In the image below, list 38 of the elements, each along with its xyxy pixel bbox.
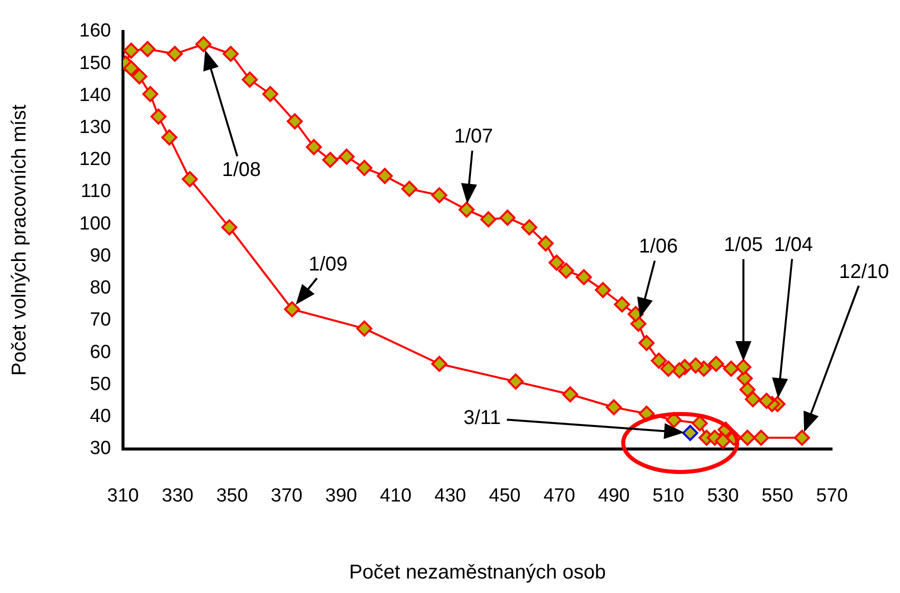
x-tick-label: 470 [543,486,576,507]
y-tick-label: 140 [79,84,111,106]
x-tick-label: 430 [434,486,466,507]
x-tick-label: 570 [816,486,848,507]
y-tick-label: 50 [90,374,111,395]
y-tick-label: 40 [90,406,111,428]
y-tick-label: 150 [79,52,111,74]
x-tick-label: 510 [652,486,684,507]
y-tick-label: 120 [79,149,111,170]
annotation: 1/05 [724,234,763,256]
x-tick-label: 330 [162,486,194,507]
x-tick-label: 390 [325,486,358,507]
text: 12/10 [838,260,890,283]
annotation: 3/11 [463,406,501,429]
y-tick-label: 160 [79,20,111,42]
y-tick-label: 130 [79,117,111,138]
y-tick-label: 80 [90,278,111,299]
x-axis-title: Počet nezaměstnaných osob [349,562,606,584]
annotation: 1/07 [454,126,494,148]
x-tick-label: 450 [488,486,521,507]
x-tick-label: 350 [216,486,248,507]
annotation: 1/06 [638,236,678,258]
y-tick-label: 100 [79,213,111,234]
x-tick-label: 550 [762,486,794,507]
y-axis-title: Počet volných pracovních míst [8,104,31,376]
annotation: 1/04 [774,234,813,256]
y-tick-label: 30 [90,438,111,460]
y-tick-label: 110 [80,181,111,202]
annotation: 1/08 [222,159,261,182]
y-tick-label: 90 [90,245,111,266]
y-tick-label: 70 [90,310,111,331]
x-tick-label: 310 [107,486,139,507]
x-tick-label: 530 [707,486,739,507]
x-tick-label: 490 [598,486,630,507]
y-tick-label: 60 [90,342,111,363]
x-tick-label: 370 [270,486,302,507]
annotation: 1/09 [308,253,348,276]
x-tick-label: 410 [380,486,412,507]
